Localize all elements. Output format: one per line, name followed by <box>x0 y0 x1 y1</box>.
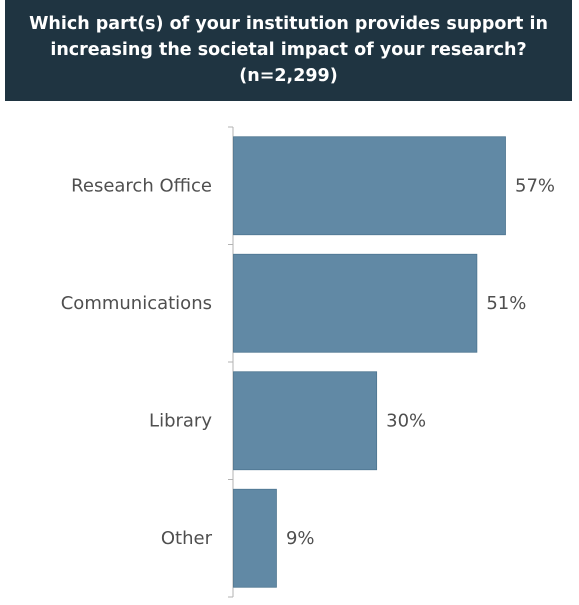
category-label: Library <box>149 410 212 431</box>
category-label: Communications <box>61 293 212 314</box>
bar-library <box>233 371 378 471</box>
chart-title-banner: Which part(s) of your institution provid… <box>5 0 572 101</box>
chart-title-line-2: increasing the societal impact of your r… <box>50 39 527 60</box>
chart-title: Which part(s) of your institution provid… <box>29 11 548 89</box>
value-label: 30% <box>386 410 426 431</box>
value-label: 57% <box>515 175 555 196</box>
bars <box>233 136 506 588</box>
value-label: 9% <box>286 528 315 549</box>
bar-chart: Research Office 57% Communications 51% Libra… <box>61 126 555 598</box>
value-label: 51% <box>486 293 526 314</box>
chart-title-line-1: Which part(s) of your institution provid… <box>29 13 548 34</box>
chart-sample-size: (n=2,299) <box>239 65 338 86</box>
category-label: Research Office <box>71 175 212 196</box>
bar-other <box>233 488 277 588</box>
labels: Research Office 57% Communications 51% Libra… <box>61 175 555 549</box>
bar-communications <box>233 253 478 353</box>
category-axis <box>228 126 234 598</box>
bar-research-office <box>233 136 506 236</box>
category-label: Other <box>161 528 213 549</box>
